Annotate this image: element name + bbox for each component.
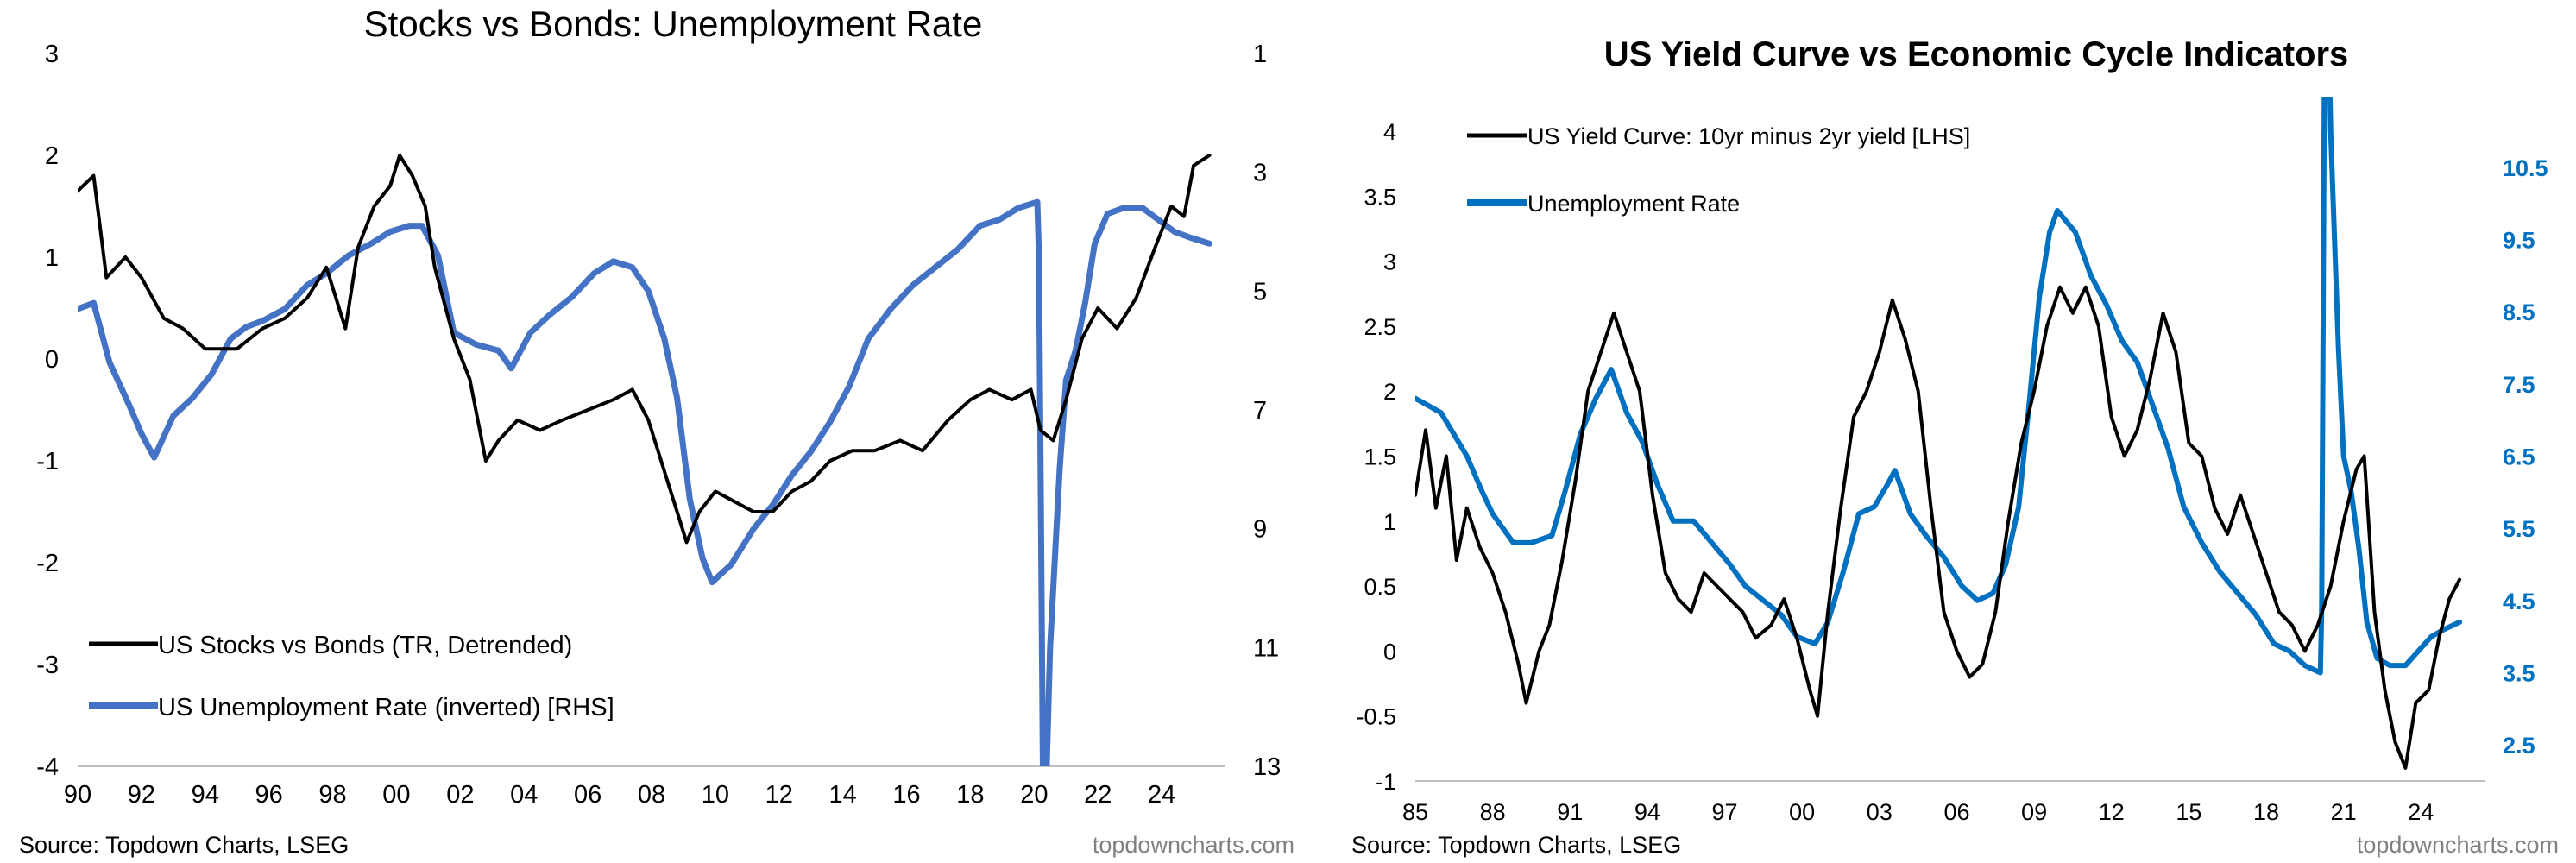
x-tick-label: 20 [1020,781,1048,809]
y-right-tick-label: 4.5 [2503,589,2535,614]
y-right-tick-label: 10.5 [2503,155,2548,181]
series-line-secondary [78,198,1212,766]
x-tick-label: 00 [382,781,410,809]
x-tick-label: 06 [1943,799,1969,825]
series-group [1415,97,2463,770]
x-tick-label: 00 [1789,799,1815,825]
y-right-tick-label: 9 [1253,516,1267,544]
x-tick-label: 88 [1480,799,1506,825]
plot-area: 85 88 91 94 97 00 03 06 09 12 15 18 21 24 4 3.5 3 2.5 2 1.5… [1356,97,2548,825]
y-right-tick-label: 11 [1253,634,1279,662]
legend-label-stocks-vs-bonds: US Stocks vs Bonds (TR, Detrended) [158,632,572,659]
y-left-tick-label: 1 [1383,509,1396,535]
legend: US Yield Curve: 10yr minus 2yr yield [LH… [1467,123,1970,217]
legend-label-yield-curve: US Yield Curve: 10yr minus 2yr yield [LH… [1527,123,1970,149]
x-tick-label: 16 [892,781,920,809]
x-tick-label: 91 [1557,799,1583,825]
x-tick-label: 21 [2331,799,2357,825]
x-tick-label: 94 [192,781,219,809]
y-right-tick-label: 5.5 [2503,516,2535,542]
watermark: topdowncharts.com [1093,832,1294,858]
y-left-tick-label: -3 [36,652,59,679]
y-right-tick-label: 5 [1253,278,1267,306]
x-tick-label: 04 [510,781,538,809]
x-tick-label: 90 [64,781,91,809]
x-tick-label: 97 [1712,799,1738,825]
y-left-tick-label: -1 [1376,769,1396,795]
x-tick-label: 14 [829,781,857,809]
y-left-tick-label: 0 [45,346,59,374]
x-tick-label: 94 [1634,799,1660,825]
y-left-tick-label: 2.5 [1364,314,1396,340]
y-right-tick-label: 3.5 [2503,661,2535,687]
x-tick-label: 12 [765,781,793,809]
x-tick-label: 24 [1148,781,1175,809]
y-right-tick-label: 3 [1253,160,1267,187]
legend-label-unemployment: US Unemployment Rate (inverted) [RHS] [158,694,614,721]
y-right-tick-label: 2.5 [2503,733,2535,759]
x-tick-label: 06 [574,781,601,809]
x-tick-label: 92 [128,781,155,809]
legend-label-unemployment: Unemployment Rate [1527,191,1740,217]
y-left-tick-label: 1.5 [1364,444,1396,470]
y-left-tick-label: -0.5 [1356,704,1396,730]
x-tick-label: 09 [2021,799,2047,825]
x-tick-label: 15 [2176,799,2201,825]
x-tick-label: 12 [2099,799,2125,825]
watermark: topdowncharts.com [2357,832,2559,858]
y-left-tick-label: 0.5 [1364,574,1396,600]
y-left-tick-label: -2 [36,550,59,577]
y-left-tick-label: 3 [1383,249,1396,275]
x-tick-label: 85 [1402,799,1428,825]
y-right-tick-label: 1 [1253,41,1267,68]
x-tick-label: 10 [702,781,729,809]
y-right-tick-label: 8.5 [2503,299,2535,325]
y-left-tick-label: 2 [45,142,59,170]
x-tick-label: 24 [2408,799,2434,825]
source-label: Source: Topdown Charts, LSEG [19,832,349,858]
series-line-primary [78,154,1212,545]
chart-title: Stocks vs Bonds: Unemployment Rate [364,3,983,44]
y-right-tick-label: 7.5 [2503,372,2535,398]
x-tick-label: 22 [1084,781,1112,809]
x-tick-label: 02 [446,781,474,809]
y-left-tick-label: 0 [1383,639,1396,665]
chart-stocks-vs-bonds: Stocks vs Bonds: Unemployment Rate 90 92 9… [19,3,1294,858]
x-tick-label: 18 [956,781,984,809]
y-left-tick-label: 3.5 [1364,184,1396,210]
y-left-tick-label: 4 [1383,119,1396,145]
plot-area: 90 92 94 96 98 00 02 04 06 08 10 12 14 16 18 20 22 243210… [36,41,1281,809]
y-left-tick-label: -4 [36,753,59,781]
y-right-tick-label: 9.5 [2503,228,2535,254]
series-group [78,154,1212,766]
x-tick-label: 08 [638,781,665,809]
x-tick-label: 03 [1867,799,1893,825]
series-line-secondary [1415,97,2463,676]
legend: US Stocks vs Bonds (TR, Detrended) US Un… [89,632,614,721]
y-right-tick-label: 7 [1253,397,1267,425]
chart-title: US Yield Curve vs Economic Cycle Indicat… [1604,35,2349,73]
chart-yield-curve: US Yield Curve vs Economic Cycle Indicat… [1351,35,2559,858]
x-tick-label: 98 [318,781,346,809]
y-left-tick-label: 2 [1383,379,1396,405]
series-line-primary [1415,285,2462,770]
y-right-tick-label: 13 [1253,753,1281,781]
y-left-tick-label: 3 [45,41,59,68]
y-left-tick-label: -1 [36,448,59,476]
y-left-tick-label: 1 [45,244,59,272]
x-tick-label: 96 [255,781,283,809]
source-label: Source: Topdown Charts, LSEG [1351,832,1681,858]
x-tick-label: 18 [2253,799,2279,825]
y-right-tick-label: 6.5 [2503,444,2535,470]
